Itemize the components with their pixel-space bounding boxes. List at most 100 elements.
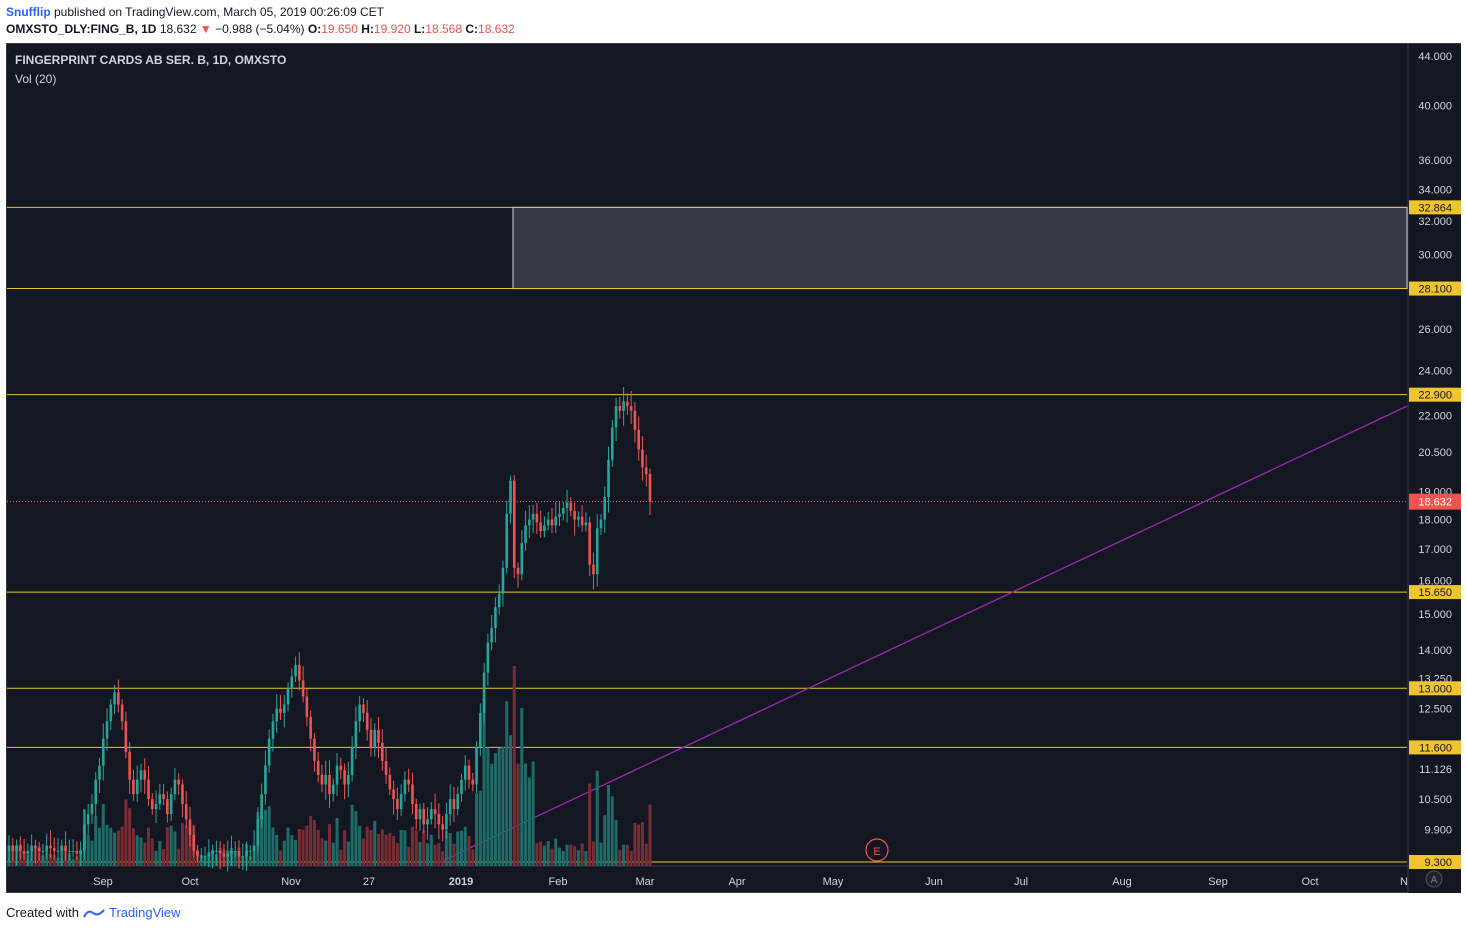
volume-bar	[637, 824, 641, 866]
candle	[365, 700, 369, 741]
candle-body	[113, 692, 116, 705]
volume-bar	[588, 783, 592, 866]
volume-bar	[328, 824, 331, 866]
candle	[256, 807, 260, 853]
volume-bar	[358, 825, 362, 866]
candle	[603, 486, 607, 533]
volume-bar	[135, 835, 139, 866]
candle-body	[328, 774, 331, 795]
candle-body	[501, 567, 505, 594]
candle	[448, 784, 452, 826]
candle	[362, 698, 365, 723]
volume-bar	[422, 830, 426, 866]
candle-body	[641, 449, 644, 468]
volume-bar	[561, 850, 565, 866]
candle	[452, 786, 456, 822]
candle-body	[316, 760, 320, 775]
candle	[414, 798, 418, 830]
candle	[622, 386, 625, 427]
candle-body	[279, 708, 282, 713]
y-tick-label: 30.000	[1418, 250, 1452, 262]
volume-bar	[373, 820, 377, 866]
candle-body	[90, 804, 94, 815]
candle	[109, 699, 113, 730]
candle-body	[644, 467, 648, 475]
volume-bar	[290, 835, 294, 866]
candle	[407, 768, 410, 792]
candle	[633, 402, 637, 443]
candle-body	[494, 607, 497, 629]
volume-bar	[384, 834, 388, 866]
candle-body	[267, 738, 271, 766]
auto-scale-button[interactable]: A	[1425, 870, 1443, 888]
candle	[245, 841, 248, 871]
candle	[83, 809, 86, 860]
candle-body	[610, 427, 614, 460]
volume-bar	[475, 793, 479, 866]
volume-bar	[554, 838, 558, 866]
low-value: 18.568	[425, 22, 462, 36]
candle-body	[414, 804, 418, 820]
auto-scale-label: A	[1431, 875, 1438, 886]
candle-body	[158, 794, 162, 805]
volume-bar	[120, 826, 124, 866]
footer: Created with TradingView	[6, 905, 181, 920]
open-label: O:	[307, 22, 322, 36]
candle	[113, 684, 116, 714]
chart-pane[interactable]	[6, 43, 1461, 893]
author-link[interactable]: Snufflip	[6, 5, 51, 19]
candle-body	[486, 642, 490, 673]
candle-body	[456, 794, 459, 810]
candle	[479, 703, 482, 756]
footer-brand-link[interactable]: TradingView	[108, 905, 181, 920]
candle-body	[626, 401, 629, 407]
candle	[580, 505, 584, 532]
candle	[275, 694, 279, 733]
candle-body	[256, 819, 260, 846]
candle	[184, 791, 188, 828]
candle	[26, 843, 30, 867]
candle	[626, 393, 629, 415]
candle	[49, 830, 52, 859]
candle-body	[422, 809, 426, 825]
candle	[226, 840, 229, 872]
candle-body	[343, 770, 346, 785]
candle-body	[546, 519, 550, 526]
candle-body	[75, 850, 79, 854]
candle-body	[543, 525, 546, 532]
candle	[211, 844, 214, 869]
candle-body	[603, 496, 607, 520]
legend-volume: Vol (20)	[15, 72, 57, 86]
candle-body	[550, 519, 554, 526]
volume-bar	[309, 815, 313, 866]
candle-body	[294, 664, 297, 677]
candle-body	[298, 664, 301, 681]
volume-bar	[101, 804, 105, 866]
volume-bar	[644, 843, 648, 866]
volume-bar	[459, 830, 463, 866]
candle	[279, 695, 282, 720]
level-price-label: 11.600	[1419, 742, 1452, 754]
candle-body	[169, 794, 173, 815]
candle-body	[403, 779, 407, 795]
volume-bar	[354, 811, 358, 866]
candle-body	[245, 850, 248, 857]
candle	[286, 682, 290, 712]
candle-body	[207, 853, 211, 857]
candle	[124, 711, 128, 759]
candle	[573, 502, 576, 536]
publish-text: published on TradingView.com, March 05, …	[54, 5, 384, 19]
candle-body	[41, 850, 45, 852]
down-arrow-icon: ▼	[199, 22, 212, 36]
candle	[150, 793, 154, 815]
candle-body	[384, 760, 388, 775]
volume-bar	[150, 838, 154, 866]
candle-body	[237, 850, 241, 857]
candle-body	[452, 799, 456, 810]
candle	[79, 841, 82, 867]
candle-body	[139, 770, 143, 780]
candle	[237, 840, 241, 869]
candle-body	[218, 850, 222, 854]
y-tick-label: 11.126	[1419, 764, 1452, 776]
